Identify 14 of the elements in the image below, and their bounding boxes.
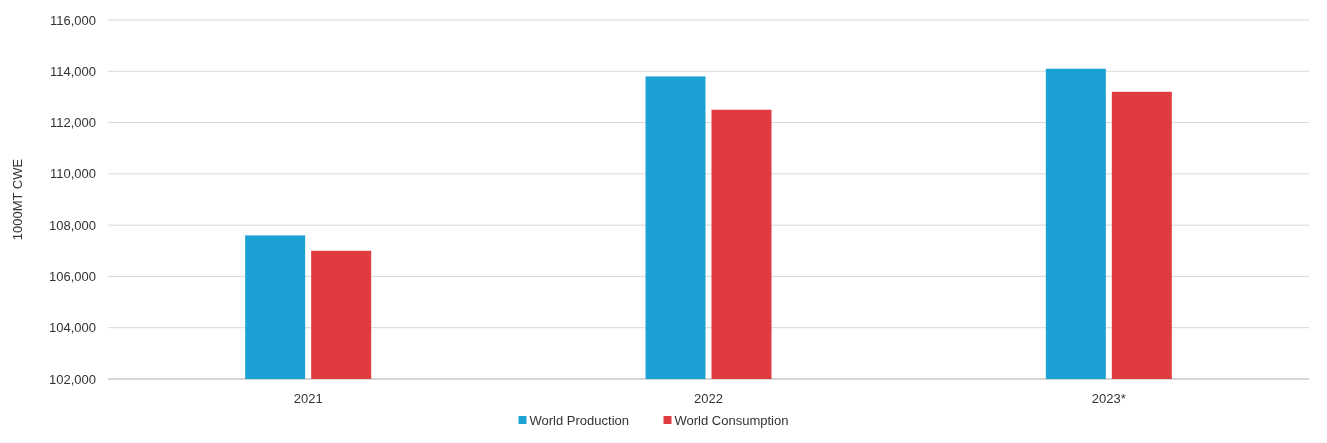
y-tick-label: 114,000 (49, 63, 96, 79)
x-tick-label: 2022 (694, 391, 723, 406)
legend-label: World Production (529, 413, 629, 428)
y-tick-label: 116,000 (49, 12, 96, 28)
y-tick-label: 104,000 (49, 320, 96, 336)
y-tick-label: 110,000 (49, 166, 96, 182)
y-tick-label: 106,000 (49, 268, 96, 284)
y-tick-label: 112,000 (49, 115, 96, 131)
y-tick-label: 108,000 (49, 217, 96, 233)
y-tick-label: 102,000 (49, 371, 96, 387)
x-tick-label: 2021 (293, 391, 323, 406)
legend-label: World Consumption (674, 413, 789, 428)
x-tick-label: 2023* (1091, 391, 1126, 406)
y-axis-title: 1000MT CWE (10, 158, 25, 241)
